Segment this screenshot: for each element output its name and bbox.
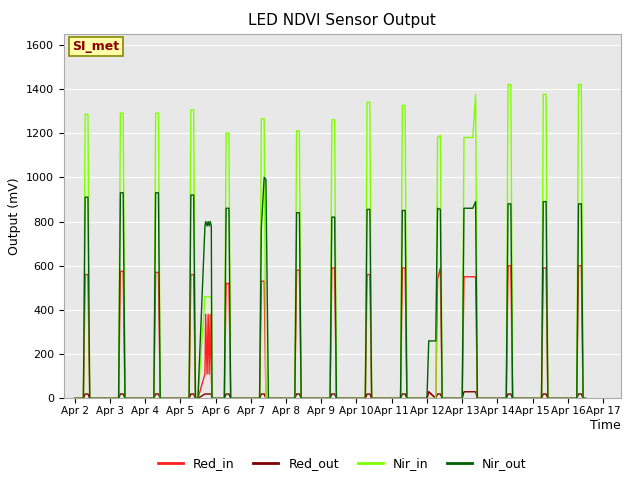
X-axis label: Time: Time xyxy=(590,419,621,432)
Y-axis label: Output (mV): Output (mV) xyxy=(8,177,20,255)
Title: LED NDVI Sensor Output: LED NDVI Sensor Output xyxy=(248,13,436,28)
Text: SI_met: SI_met xyxy=(72,40,120,53)
Legend: Red_in, Red_out, Nir_in, Nir_out: Red_in, Red_out, Nir_in, Nir_out xyxy=(153,452,532,475)
